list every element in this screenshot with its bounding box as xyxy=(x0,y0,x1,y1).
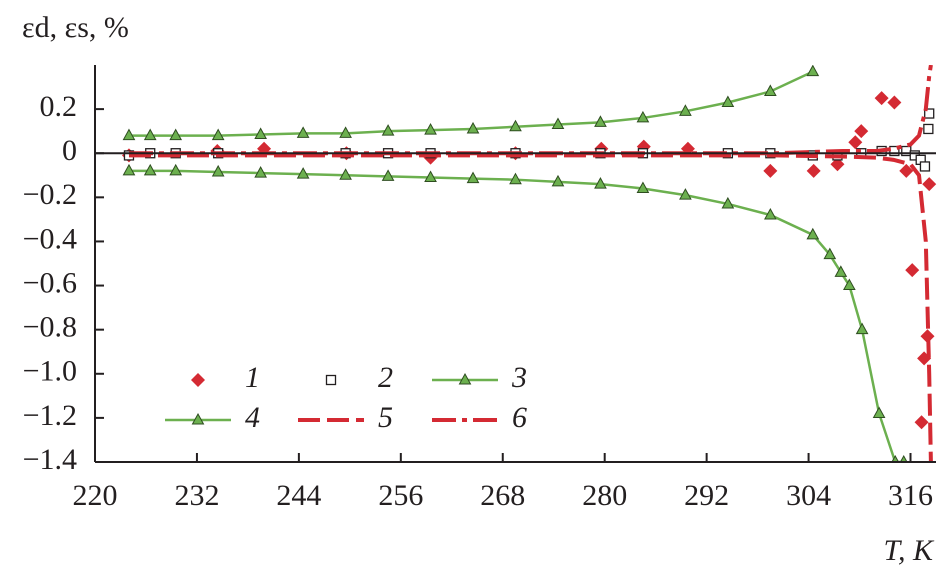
series-line xyxy=(128,65,933,156)
legend-label: 1 xyxy=(245,361,260,394)
diamond-marker xyxy=(922,177,937,192)
x-tick-label: 232 xyxy=(174,479,219,512)
triangle-marker xyxy=(211,128,225,141)
triangle-marker xyxy=(143,128,157,141)
triangle-marker xyxy=(466,121,480,134)
triangle-marker xyxy=(823,247,837,260)
y-tick-label: −1.4 xyxy=(23,443,77,476)
x-tick-label: 244 xyxy=(276,479,321,512)
y-tick-label: −0.4 xyxy=(23,222,77,255)
y-tick-label: 0.2 xyxy=(40,90,78,123)
triangle-marker xyxy=(122,163,136,176)
diamond-marker xyxy=(874,91,889,106)
y-tick-label: −1.2 xyxy=(23,399,77,432)
legend-marker xyxy=(458,372,472,385)
y-axis-label: εd, εs, % xyxy=(22,11,129,44)
triangle-marker xyxy=(806,65,820,77)
y-tick-label: −0.8 xyxy=(23,311,77,344)
diamond-marker xyxy=(914,415,929,430)
legend-label: 2 xyxy=(378,361,393,394)
legend-marker xyxy=(191,412,205,425)
triangle-marker xyxy=(509,172,522,185)
series-line xyxy=(128,70,814,137)
triangle-marker xyxy=(721,196,735,209)
triangle-marker xyxy=(424,170,437,182)
triangle-marker xyxy=(679,188,692,200)
x-tick-label: 292 xyxy=(684,479,729,512)
y-tick-label: −0.6 xyxy=(23,266,77,299)
x-tick-label: 304 xyxy=(786,479,831,512)
y-tick-label: 0 xyxy=(62,134,77,167)
diamond-marker xyxy=(830,157,845,172)
series-line xyxy=(128,153,933,462)
y-tick-label: −1.0 xyxy=(23,355,77,388)
triangle-marker xyxy=(143,163,157,176)
legend-marker xyxy=(191,373,205,387)
triangle-marker xyxy=(254,166,267,178)
triangle-marker xyxy=(339,126,352,138)
triangle-marker xyxy=(424,123,437,135)
x-tick-label: 280 xyxy=(582,479,627,512)
triangle-marker xyxy=(509,119,522,132)
triangle-marker xyxy=(764,84,777,96)
triangle-marker xyxy=(169,163,183,176)
triangle-marker xyxy=(339,168,352,180)
legend-label: 4 xyxy=(245,401,260,434)
triangle-marker xyxy=(679,104,692,116)
triangle-marker xyxy=(636,110,650,123)
triangle-marker xyxy=(594,115,607,127)
triangle-marker xyxy=(466,171,480,184)
diamond-marker xyxy=(905,263,920,278)
triangle-marker xyxy=(834,265,848,277)
legend-marker xyxy=(325,374,337,386)
triangle-marker xyxy=(721,95,735,107)
triangle-marker xyxy=(254,127,267,139)
diamond-marker xyxy=(854,124,869,139)
square-marker xyxy=(923,123,934,135)
x-tick-label: 256 xyxy=(378,479,423,512)
triangle-marker xyxy=(296,167,310,179)
y-tick-label: −0.2 xyxy=(23,178,77,211)
legend-label: 5 xyxy=(378,401,393,434)
plot-area xyxy=(121,65,937,462)
square-marker xyxy=(924,108,935,119)
diamond-marker xyxy=(887,95,902,110)
triangle-marker xyxy=(551,174,565,187)
triangle-marker xyxy=(551,117,565,130)
triangle-marker xyxy=(169,128,183,141)
triangle-marker xyxy=(872,406,886,418)
triangle-marker xyxy=(806,227,820,240)
triangle-marker xyxy=(122,128,136,141)
triangle-marker xyxy=(764,207,777,220)
legend-label: 6 xyxy=(512,401,527,434)
triangle-marker xyxy=(381,169,395,181)
diamond-marker xyxy=(848,135,863,150)
x-tick-label: 220 xyxy=(73,479,118,512)
diamond-marker xyxy=(763,163,778,178)
square-marker xyxy=(919,161,931,172)
triangle-marker xyxy=(594,177,607,189)
x-axis-label: T, K xyxy=(884,534,935,567)
triangle-marker xyxy=(296,126,310,138)
diamond-marker xyxy=(806,163,821,178)
triangle-marker xyxy=(636,181,650,194)
triangle-marker xyxy=(855,322,869,335)
triangle-marker xyxy=(381,124,395,136)
x-tick-label: 268 xyxy=(480,479,525,512)
x-tick-label: 316 xyxy=(888,479,933,512)
diamond-marker xyxy=(899,163,914,178)
triangle-marker xyxy=(211,164,225,177)
triangle-marker xyxy=(843,278,856,291)
legend-label: 3 xyxy=(511,361,527,394)
